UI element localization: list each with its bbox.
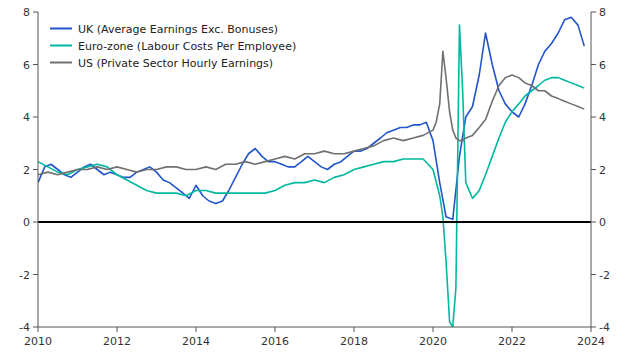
- y2-tick: [591, 222, 596, 223]
- x-tick: [433, 327, 434, 332]
- y2-tick: [591, 117, 596, 118]
- y-tick: [33, 12, 38, 13]
- x-tick-label: 2014: [182, 335, 210, 348]
- y-tick-label: 2: [23, 164, 30, 177]
- y-tick-label: 8: [23, 6, 30, 19]
- x-tick: [38, 327, 39, 332]
- y-tick: [33, 117, 38, 118]
- zero-line: [38, 221, 591, 223]
- legend-label: UK (Average Earnings Exc. Bonuses): [78, 23, 278, 36]
- y-tick: [33, 327, 38, 328]
- y2-tick: [591, 169, 596, 170]
- legend-swatch: [50, 28, 72, 30]
- y-tick: [33, 169, 38, 170]
- series-line: [38, 25, 584, 327]
- x-tick: [354, 327, 355, 332]
- x-tick-label: 2018: [340, 335, 368, 348]
- x-tick-label: 2020: [419, 335, 447, 348]
- x-tick-label: 2024: [577, 335, 605, 348]
- x-tick: [512, 327, 513, 332]
- legend-swatch: [50, 62, 72, 64]
- x-tick: [117, 327, 118, 332]
- y2-tick-label: 2: [599, 164, 606, 177]
- series-line: [38, 17, 584, 219]
- y2-tick-label: 0: [599, 216, 606, 229]
- legend-label: US (Private Sector Hourly Earnings): [78, 57, 273, 70]
- axes: 20102012201420162018202020222024-4-20246…: [19, 6, 610, 348]
- x-tick: [591, 327, 592, 332]
- legend-label: Euro-zone (Labour Costs Per Employee): [78, 40, 296, 53]
- y-tick: [33, 222, 38, 223]
- y2-tick: [591, 64, 596, 65]
- y2-tick: [591, 327, 596, 328]
- y-tick-label: -2: [19, 269, 30, 282]
- y2-tick-label: 4: [599, 111, 606, 124]
- x-tick-label: 2012: [103, 335, 131, 348]
- y2-tick: [591, 274, 596, 275]
- x-axis-line: [38, 327, 591, 328]
- y-tick-label: 6: [23, 59, 30, 72]
- x-tick: [196, 327, 197, 332]
- x-tick-label: 2022: [498, 335, 526, 348]
- x-tick: [275, 327, 276, 332]
- x-tick-label: 2016: [261, 335, 289, 348]
- legend: UK (Average Earnings Exc. Bonuses) Euro-z…: [50, 23, 296, 70]
- y-tick: [33, 274, 38, 275]
- y-tick: [33, 64, 38, 65]
- y2-tick-label: -2: [599, 269, 610, 282]
- y-tick-label: 0: [23, 216, 30, 229]
- series-line: [38, 51, 584, 174]
- y2-tick-label: 8: [599, 6, 606, 19]
- y2-tick: [591, 12, 596, 13]
- chart: 20102012201420162018202020222024-4-20246…: [0, 0, 629, 355]
- y-tick-label: -4: [19, 321, 30, 334]
- x-tick-label: 2010: [24, 335, 52, 348]
- series-lines: [38, 17, 584, 327]
- y-tick-label: 4: [23, 111, 30, 124]
- y2-tick-label: -4: [599, 321, 610, 334]
- legend-swatch: [50, 45, 72, 47]
- y2-tick-label: 6: [599, 59, 606, 72]
